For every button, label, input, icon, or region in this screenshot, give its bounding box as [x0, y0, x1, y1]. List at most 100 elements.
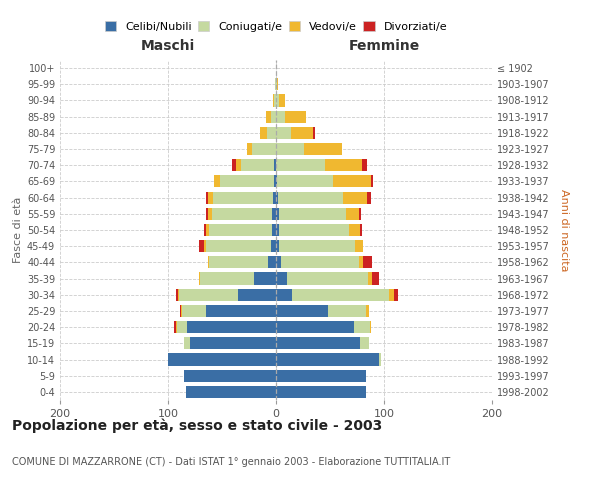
Bar	[176, 288, 178, 301]
Bar	[268, 127, 276, 139]
Bar	[360, 224, 362, 236]
Text: Femmine: Femmine	[349, 39, 419, 53]
Bar	[199, 272, 200, 284]
Bar	[281, 256, 359, 268]
Bar	[178, 288, 179, 301]
Bar	[343, 192, 367, 203]
Bar	[247, 143, 252, 155]
Bar	[206, 192, 208, 203]
Bar	[278, 192, 343, 203]
Text: Popolazione per età, sesso e stato civile - 2003: Popolazione per età, sesso e stato civil…	[12, 418, 382, 433]
Bar	[325, 159, 362, 172]
Bar	[238, 288, 276, 301]
Bar	[276, 240, 279, 252]
Bar	[200, 272, 254, 284]
Bar	[187, 321, 276, 333]
Bar	[168, 354, 276, 366]
Bar	[179, 288, 238, 301]
Bar	[184, 338, 190, 349]
Y-axis label: Fasce di età: Fasce di età	[13, 197, 23, 263]
Bar	[276, 208, 279, 220]
Bar	[272, 208, 276, 220]
Bar	[260, 127, 268, 139]
Bar	[274, 176, 276, 188]
Bar	[372, 272, 379, 284]
Legend: Celibi/Nubili, Coniugati/e, Vedovi/e, Divorziati/e: Celibi/Nubili, Coniugati/e, Vedovi/e, Di…	[101, 18, 451, 35]
Bar	[291, 127, 313, 139]
Bar	[277, 78, 278, 90]
Bar	[181, 305, 182, 317]
Bar	[268, 256, 276, 268]
Bar	[206, 208, 208, 220]
Bar	[203, 240, 206, 252]
Bar	[254, 272, 276, 284]
Bar	[236, 159, 241, 172]
Bar	[279, 240, 355, 252]
Bar	[364, 256, 372, 268]
Bar	[276, 321, 354, 333]
Bar	[276, 288, 292, 301]
Bar	[276, 224, 279, 236]
Bar	[328, 305, 365, 317]
Bar	[346, 208, 359, 220]
Bar	[359, 256, 364, 268]
Bar	[276, 127, 291, 139]
Bar	[241, 159, 274, 172]
Bar	[271, 240, 276, 252]
Bar	[360, 338, 369, 349]
Bar	[279, 94, 284, 106]
Bar	[220, 176, 274, 188]
Bar	[203, 224, 206, 236]
Bar	[214, 176, 220, 188]
Bar	[367, 192, 371, 203]
Text: Maschi: Maschi	[141, 39, 195, 53]
Bar	[276, 110, 284, 122]
Bar	[362, 159, 367, 172]
Bar	[273, 192, 276, 203]
Bar	[304, 143, 342, 155]
Bar	[209, 224, 272, 236]
Bar	[266, 110, 271, 122]
Bar	[208, 192, 214, 203]
Bar	[209, 256, 268, 268]
Bar	[287, 272, 368, 284]
Bar	[349, 224, 360, 236]
Bar	[276, 192, 278, 203]
Bar	[275, 78, 276, 90]
Bar	[180, 305, 181, 317]
Bar	[394, 288, 398, 301]
Bar	[389, 288, 394, 301]
Y-axis label: Anni di nascita: Anni di nascita	[559, 188, 569, 271]
Bar	[277, 176, 333, 188]
Bar	[276, 176, 277, 188]
Bar	[274, 94, 276, 106]
Bar	[184, 370, 276, 382]
Bar	[190, 338, 276, 349]
Bar	[276, 143, 304, 155]
Bar	[354, 321, 370, 333]
Bar	[279, 224, 349, 236]
Bar	[276, 338, 360, 349]
Bar	[206, 305, 276, 317]
Bar	[232, 159, 236, 172]
Bar	[182, 305, 206, 317]
Bar	[175, 321, 176, 333]
Bar	[333, 176, 371, 188]
Bar	[208, 208, 212, 220]
Bar	[313, 127, 315, 139]
Bar	[368, 272, 372, 284]
Bar	[370, 321, 371, 333]
Bar	[276, 370, 365, 382]
Bar	[379, 354, 381, 366]
Bar	[276, 354, 379, 366]
Bar	[271, 110, 276, 122]
Bar	[276, 159, 325, 172]
Bar	[206, 224, 209, 236]
Bar	[371, 176, 373, 188]
Bar	[284, 110, 306, 122]
Bar	[276, 272, 287, 284]
Bar	[272, 224, 276, 236]
Bar	[252, 143, 276, 155]
Bar	[206, 240, 271, 252]
Bar	[212, 208, 272, 220]
